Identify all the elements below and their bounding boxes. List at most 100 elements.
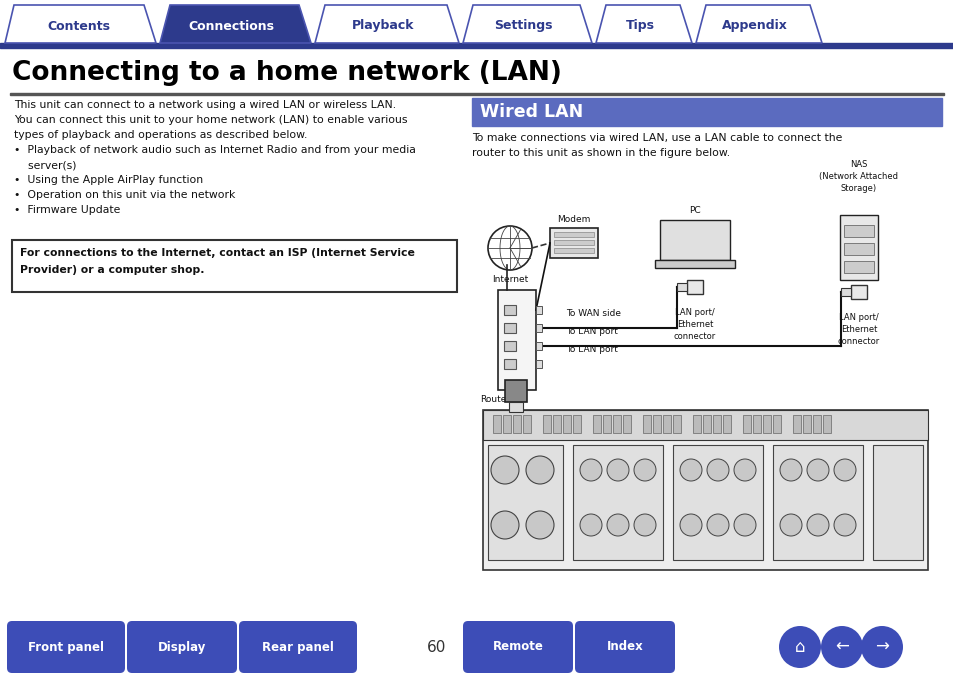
Bar bbox=[554, 232, 594, 237]
Text: To WAN side: To WAN side bbox=[565, 310, 620, 318]
Polygon shape bbox=[314, 5, 458, 43]
Circle shape bbox=[821, 626, 862, 668]
Bar bbox=[522, 415, 531, 433]
Bar bbox=[482, 410, 927, 570]
Circle shape bbox=[733, 514, 755, 536]
Bar bbox=[562, 415, 571, 433]
Bar bbox=[573, 445, 662, 560]
Text: Provider) or a computer shop.: Provider) or a computer shop. bbox=[20, 265, 204, 275]
Bar bbox=[503, 359, 516, 369]
Bar bbox=[655, 260, 734, 268]
Polygon shape bbox=[5, 5, 156, 43]
Bar bbox=[843, 225, 873, 237]
Bar bbox=[659, 220, 729, 260]
Bar bbox=[772, 415, 781, 433]
Polygon shape bbox=[462, 5, 592, 43]
FancyBboxPatch shape bbox=[575, 621, 675, 673]
Bar bbox=[677, 283, 686, 291]
Polygon shape bbox=[696, 5, 821, 43]
Bar bbox=[622, 415, 630, 433]
Polygon shape bbox=[596, 5, 691, 43]
Circle shape bbox=[579, 459, 601, 481]
Bar bbox=[573, 415, 580, 433]
Bar bbox=[497, 290, 536, 390]
FancyBboxPatch shape bbox=[127, 621, 236, 673]
Bar bbox=[602, 415, 610, 433]
Text: To LAN port: To LAN port bbox=[565, 345, 618, 355]
Text: Appendix: Appendix bbox=[721, 20, 787, 32]
Bar bbox=[712, 415, 720, 433]
Text: Contents: Contents bbox=[48, 20, 111, 32]
Bar bbox=[812, 415, 821, 433]
Polygon shape bbox=[160, 5, 311, 43]
Text: To make connections via wired LAN, use a LAN cable to connect the: To make connections via wired LAN, use a… bbox=[472, 133, 841, 143]
Text: Remote: Remote bbox=[492, 641, 543, 653]
Text: Internet: Internet bbox=[492, 275, 528, 284]
Bar bbox=[0, 43, 953, 48]
Circle shape bbox=[634, 514, 656, 536]
Circle shape bbox=[634, 459, 656, 481]
Text: You can connect this unit to your home network (LAN) to enable various: You can connect this unit to your home n… bbox=[14, 115, 407, 125]
Circle shape bbox=[606, 459, 628, 481]
Circle shape bbox=[780, 459, 801, 481]
Circle shape bbox=[706, 459, 728, 481]
Bar bbox=[762, 415, 770, 433]
Text: Settings: Settings bbox=[494, 20, 552, 32]
Text: •  Playback of network audio such as Internet Radio and from your media: • Playback of network audio such as Inte… bbox=[14, 145, 416, 155]
Bar bbox=[593, 415, 600, 433]
Bar bbox=[488, 445, 562, 560]
Bar bbox=[493, 415, 500, 433]
Bar bbox=[513, 415, 520, 433]
Text: Connections: Connections bbox=[189, 20, 274, 32]
Bar bbox=[752, 415, 760, 433]
Bar bbox=[482, 410, 927, 440]
Bar bbox=[672, 415, 680, 433]
Bar bbox=[692, 415, 700, 433]
Text: ⌂: ⌂ bbox=[794, 638, 804, 656]
Text: NAS
(Network Attached
Storage): NAS (Network Attached Storage) bbox=[819, 160, 898, 193]
Text: •  Using the Apple AirPlay function: • Using the Apple AirPlay function bbox=[14, 175, 203, 185]
Bar bbox=[652, 415, 660, 433]
Circle shape bbox=[806, 514, 828, 536]
Bar bbox=[542, 415, 551, 433]
Bar bbox=[642, 415, 650, 433]
Text: LAN port/
Ethernet
connector: LAN port/ Ethernet connector bbox=[673, 308, 716, 341]
Text: 60: 60 bbox=[427, 639, 446, 655]
Bar bbox=[536, 360, 541, 368]
Text: →: → bbox=[874, 638, 888, 656]
Bar bbox=[872, 445, 923, 560]
Circle shape bbox=[806, 459, 828, 481]
Bar bbox=[772, 445, 862, 560]
Text: Playback: Playback bbox=[352, 20, 414, 32]
Bar bbox=[472, 98, 941, 126]
Text: router to this unit as shown in the figure below.: router to this unit as shown in the figu… bbox=[472, 148, 729, 158]
Bar bbox=[843, 261, 873, 273]
Text: For connections to the Internet, contact an ISP (Internet Service: For connections to the Internet, contact… bbox=[20, 248, 415, 258]
FancyBboxPatch shape bbox=[462, 621, 573, 673]
Bar bbox=[509, 402, 522, 412]
Bar bbox=[479, 163, 944, 593]
Bar bbox=[554, 248, 594, 253]
FancyBboxPatch shape bbox=[7, 621, 125, 673]
Text: PC: PC bbox=[688, 206, 700, 215]
Text: •  Firmware Update: • Firmware Update bbox=[14, 205, 120, 215]
Bar bbox=[686, 280, 702, 294]
Bar bbox=[502, 415, 511, 433]
Text: Connecting to a home network (LAN): Connecting to a home network (LAN) bbox=[12, 60, 561, 86]
Text: This unit can connect to a network using a wired LAN or wireless LAN.: This unit can connect to a network using… bbox=[14, 100, 395, 110]
Bar bbox=[503, 323, 516, 333]
Text: ←: ← bbox=[834, 638, 848, 656]
Circle shape bbox=[491, 456, 518, 484]
Bar bbox=[503, 341, 516, 351]
Bar bbox=[536, 306, 541, 314]
Circle shape bbox=[833, 514, 855, 536]
Text: Index: Index bbox=[606, 641, 642, 653]
Bar bbox=[536, 324, 541, 332]
Bar bbox=[662, 415, 670, 433]
Bar bbox=[841, 288, 850, 296]
Text: •  Operation on this unit via the network: • Operation on this unit via the network bbox=[14, 190, 235, 200]
Circle shape bbox=[679, 514, 701, 536]
Text: Wired LAN: Wired LAN bbox=[479, 103, 582, 121]
Bar bbox=[822, 415, 830, 433]
Bar bbox=[553, 415, 560, 433]
